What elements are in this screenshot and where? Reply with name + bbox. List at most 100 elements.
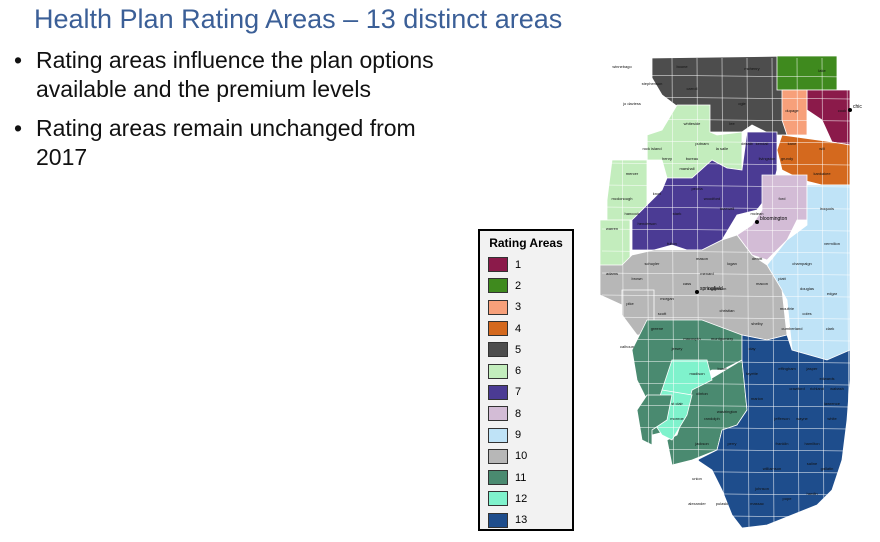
- county-label: adams: [606, 271, 618, 276]
- county-border: [771, 57, 775, 531]
- county-label: edgar: [827, 291, 838, 296]
- county-label: sangamon: [708, 286, 727, 291]
- county-border: [746, 57, 750, 531]
- county-border: [796, 57, 800, 531]
- county-label: ford: [779, 196, 786, 201]
- legend-item: 12: [480, 488, 572, 509]
- county-label: lee: [729, 121, 735, 126]
- county-border: [601, 514, 851, 518]
- county-label: brown: [632, 276, 643, 281]
- county-label: massac: [750, 501, 764, 506]
- county-label: pulaski: [716, 501, 729, 506]
- county-border: [601, 470, 851, 474]
- legend-swatch: [488, 257, 508, 273]
- county-label: henderson: [638, 221, 657, 226]
- bullet-text: Rating areas remain unchanged from 2017: [36, 115, 416, 170]
- city-marker: [848, 108, 852, 112]
- county-label: hardin: [806, 491, 817, 496]
- county-label: pope: [783, 496, 793, 501]
- legend-swatch: [488, 427, 508, 443]
- county-label: dupage: [785, 108, 799, 113]
- legend-item: 11: [480, 467, 572, 488]
- county-label: douglas: [800, 286, 814, 291]
- county-label: logan: [727, 261, 737, 266]
- county-label: whiteside: [684, 121, 701, 126]
- county-label: cass: [683, 281, 691, 286]
- legend-items: 1 2 3 4 5 6 7 8 9 10 11 12 13: [480, 254, 572, 531]
- county-label: macoupin: [683, 336, 700, 341]
- county-label: pike: [626, 301, 634, 306]
- county-label: vermilion: [824, 241, 840, 246]
- county-label: wayne: [796, 416, 808, 421]
- county-border: [601, 382, 851, 386]
- county-border: [601, 96, 851, 100]
- county-border: [601, 426, 851, 430]
- city-marker: [695, 290, 699, 294]
- bullet-text: Rating areas influence the plan options …: [36, 47, 434, 102]
- county-label: monroe: [670, 416, 684, 421]
- county-border: [846, 57, 850, 531]
- county-label: dekalb: [741, 141, 754, 146]
- county-label: winnebago: [612, 64, 632, 69]
- county-border: [601, 228, 851, 232]
- county-label: randolph: [704, 416, 720, 421]
- county-border: [601, 118, 851, 122]
- county-label: white: [827, 416, 837, 421]
- legend-label: 8: [515, 407, 522, 420]
- legend-label: 6: [515, 365, 522, 378]
- city-label: chicago: [853, 104, 862, 110]
- county-label: st clair: [671, 401, 683, 406]
- county-label: mcdonough: [612, 196, 633, 201]
- legend-label: 5: [515, 343, 522, 356]
- legend-swatch: [488, 512, 508, 528]
- county-label: warren: [606, 226, 618, 231]
- county-label: bureau: [686, 156, 698, 161]
- legend-swatch: [488, 342, 508, 358]
- legend-item: 9: [480, 424, 572, 445]
- rating-area-2-region: [776, 55, 838, 91]
- rating-areas-legend: Rating Areas 1 2 3 4 5 6 7 8 9 10 11 12 13: [478, 229, 574, 531]
- county-label: richland: [810, 386, 824, 391]
- legend-swatch: [488, 406, 508, 422]
- county-label: shelby: [751, 321, 763, 326]
- illinois-rating-area-map: winnebago boone mchenry lake cook dupage kane w…: [599, 55, 862, 531]
- county-label: woodford: [704, 196, 720, 201]
- county-label: christian: [720, 308, 735, 313]
- county-label: stephenson: [642, 81, 663, 86]
- county-label: washington: [717, 409, 737, 414]
- county-label: fayette: [746, 371, 759, 376]
- county-label: coles: [802, 311, 811, 316]
- legend-item: 7: [480, 382, 572, 403]
- legend-swatch: [488, 448, 508, 464]
- county-label: will: [819, 146, 825, 151]
- county-label: williamson: [763, 466, 781, 471]
- county-label: jasper: [806, 366, 819, 371]
- legend-label: 2: [515, 279, 522, 292]
- legend-swatch: [488, 363, 508, 379]
- county-label: henry: [662, 156, 672, 161]
- legend-label: 3: [515, 301, 522, 314]
- county-border: [601, 448, 851, 452]
- county-label: wabash: [830, 386, 844, 391]
- county-border: [601, 206, 851, 210]
- county-label: hancock: [625, 211, 640, 216]
- county-border: [601, 404, 851, 408]
- county-label: kankakee: [813, 171, 831, 176]
- county-label: putnam: [695, 141, 709, 146]
- county-label: marion: [751, 396, 763, 401]
- county-label: clay: [748, 346, 755, 351]
- county-label: clinton: [696, 391, 708, 396]
- county-label: schuyler: [645, 261, 661, 266]
- county-label: rock island: [642, 146, 661, 151]
- county-label: lawrence: [824, 401, 841, 406]
- county-label: gallatin: [821, 466, 834, 471]
- bullet-item: • Rating areas remain unchanged from 201…: [14, 114, 444, 172]
- county-border: [601, 140, 851, 144]
- county-border: [601, 162, 851, 166]
- county-label: jackson: [694, 441, 709, 446]
- legend-label: 12: [515, 492, 528, 505]
- county-border: [601, 74, 851, 78]
- legend-swatch: [488, 384, 508, 400]
- rating-area-1-region: [806, 89, 851, 146]
- county-label: mercer: [626, 171, 639, 176]
